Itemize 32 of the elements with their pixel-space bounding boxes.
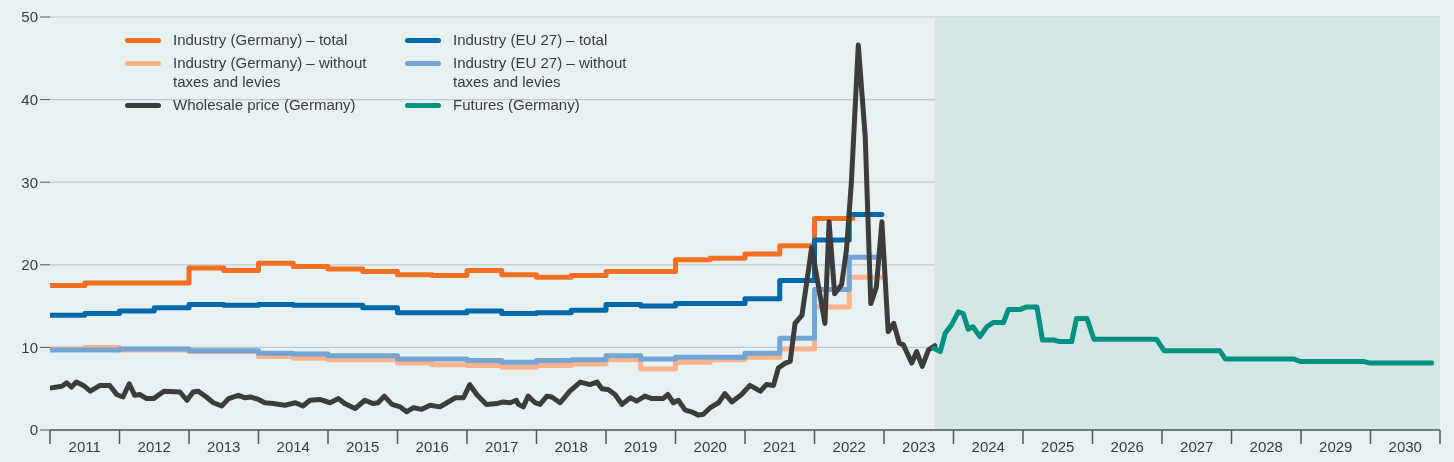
x-tick-label: 2026: [1110, 438, 1144, 455]
x-tick-label: 2022: [832, 438, 866, 455]
x-tick-label: 2018: [554, 438, 588, 455]
x-tick-label: 2012: [137, 438, 171, 455]
legend-label: Futures (Germany): [453, 95, 581, 114]
x-tick-label: 2030: [1388, 438, 1422, 455]
legend-label: Industry (EU 27) – without taxes and levies: [453, 53, 628, 91]
x-tick-label: 2017: [485, 438, 519, 455]
x-tick-label: 2014: [276, 438, 310, 455]
y-tick-label: 0: [29, 421, 38, 439]
x-tick-label: 2020: [693, 438, 727, 455]
x-tick-label: 2028: [1249, 438, 1283, 455]
legend-label: Wholesale price (Germany): [173, 95, 357, 114]
y-tick-label: 50: [21, 8, 38, 26]
x-tick-label: 2015: [346, 438, 380, 455]
legend-label: Industry (Germany) – without taxes and levies: [173, 53, 368, 91]
y-tick-label: 40: [21, 90, 38, 108]
x-tick-label: 2027: [1180, 438, 1214, 455]
x-tick-label: 2025: [1041, 438, 1075, 455]
y-tick-label: 20: [21, 256, 38, 274]
x-tick-label: 2029: [1319, 438, 1353, 455]
y-tick-label: 30: [21, 173, 38, 191]
x-tick-label: 2016: [415, 438, 449, 455]
x-tick-label: 2011: [68, 438, 101, 455]
x-tick-label: 2013: [207, 438, 241, 455]
legend-label: Industry (Germany) – total: [173, 30, 349, 49]
y-tick-label: 10: [21, 338, 38, 356]
x-tick-label: 2021: [763, 438, 797, 455]
legend-label: Industry (EU 27) – total: [453, 30, 609, 49]
x-tick-label: 2024: [971, 438, 1005, 455]
x-tick-label: 2023: [902, 438, 936, 455]
x-tick-label: 2019: [624, 438, 658, 455]
